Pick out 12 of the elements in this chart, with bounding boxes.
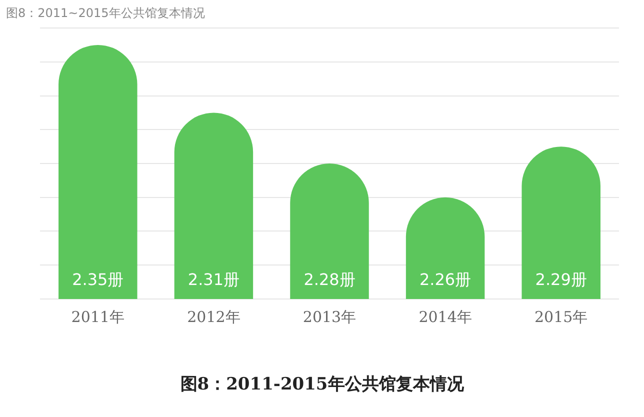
x-tick-label: 2015年 bbox=[534, 308, 588, 326]
data-label: 2.26册 bbox=[419, 270, 472, 290]
x-tick-label: 2012年 bbox=[187, 308, 240, 326]
chart-title: 图8：2011~2015年公共馆复本情况 bbox=[6, 6, 205, 20]
x-tick-label: 2014年 bbox=[418, 308, 472, 326]
x-tick-label: 2013年 bbox=[302, 308, 356, 326]
caption: 图8：2011-2015年公共馆复本情况 bbox=[180, 374, 465, 394]
data-label: 2.35册 bbox=[72, 270, 124, 290]
x-tick-label: 2011年 bbox=[71, 308, 124, 326]
data-label: 2.28册 bbox=[304, 270, 356, 290]
data-label: 2.31册 bbox=[188, 270, 240, 290]
data-label: 2.29册 bbox=[535, 270, 587, 290]
